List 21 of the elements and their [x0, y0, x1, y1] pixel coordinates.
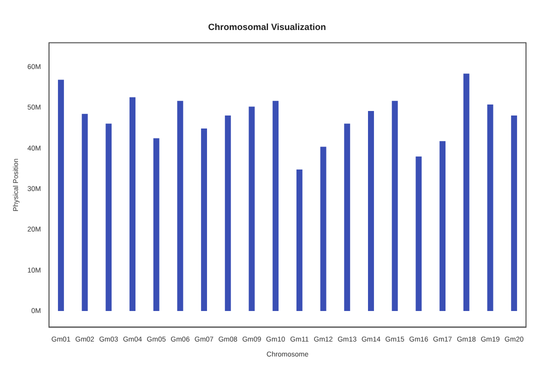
bar [272, 100, 279, 311]
bar [201, 128, 208, 311]
bar [130, 97, 136, 311]
bar [248, 106, 255, 311]
bar [392, 100, 398, 311]
bar [487, 104, 494, 311]
bar [368, 111, 374, 311]
bar [177, 100, 184, 311]
bar [320, 146, 326, 311]
bar [344, 124, 350, 311]
bar [153, 138, 160, 311]
bar [463, 74, 470, 311]
bar [106, 124, 112, 311]
bar [440, 141, 446, 311]
bar [224, 116, 231, 311]
bar [58, 80, 64, 311]
bar [511, 116, 518, 311]
bar [82, 114, 88, 311]
bar [416, 156, 422, 311]
chart-title: Chromosomal Visualization [208, 22, 326, 32]
bar [296, 170, 302, 311]
